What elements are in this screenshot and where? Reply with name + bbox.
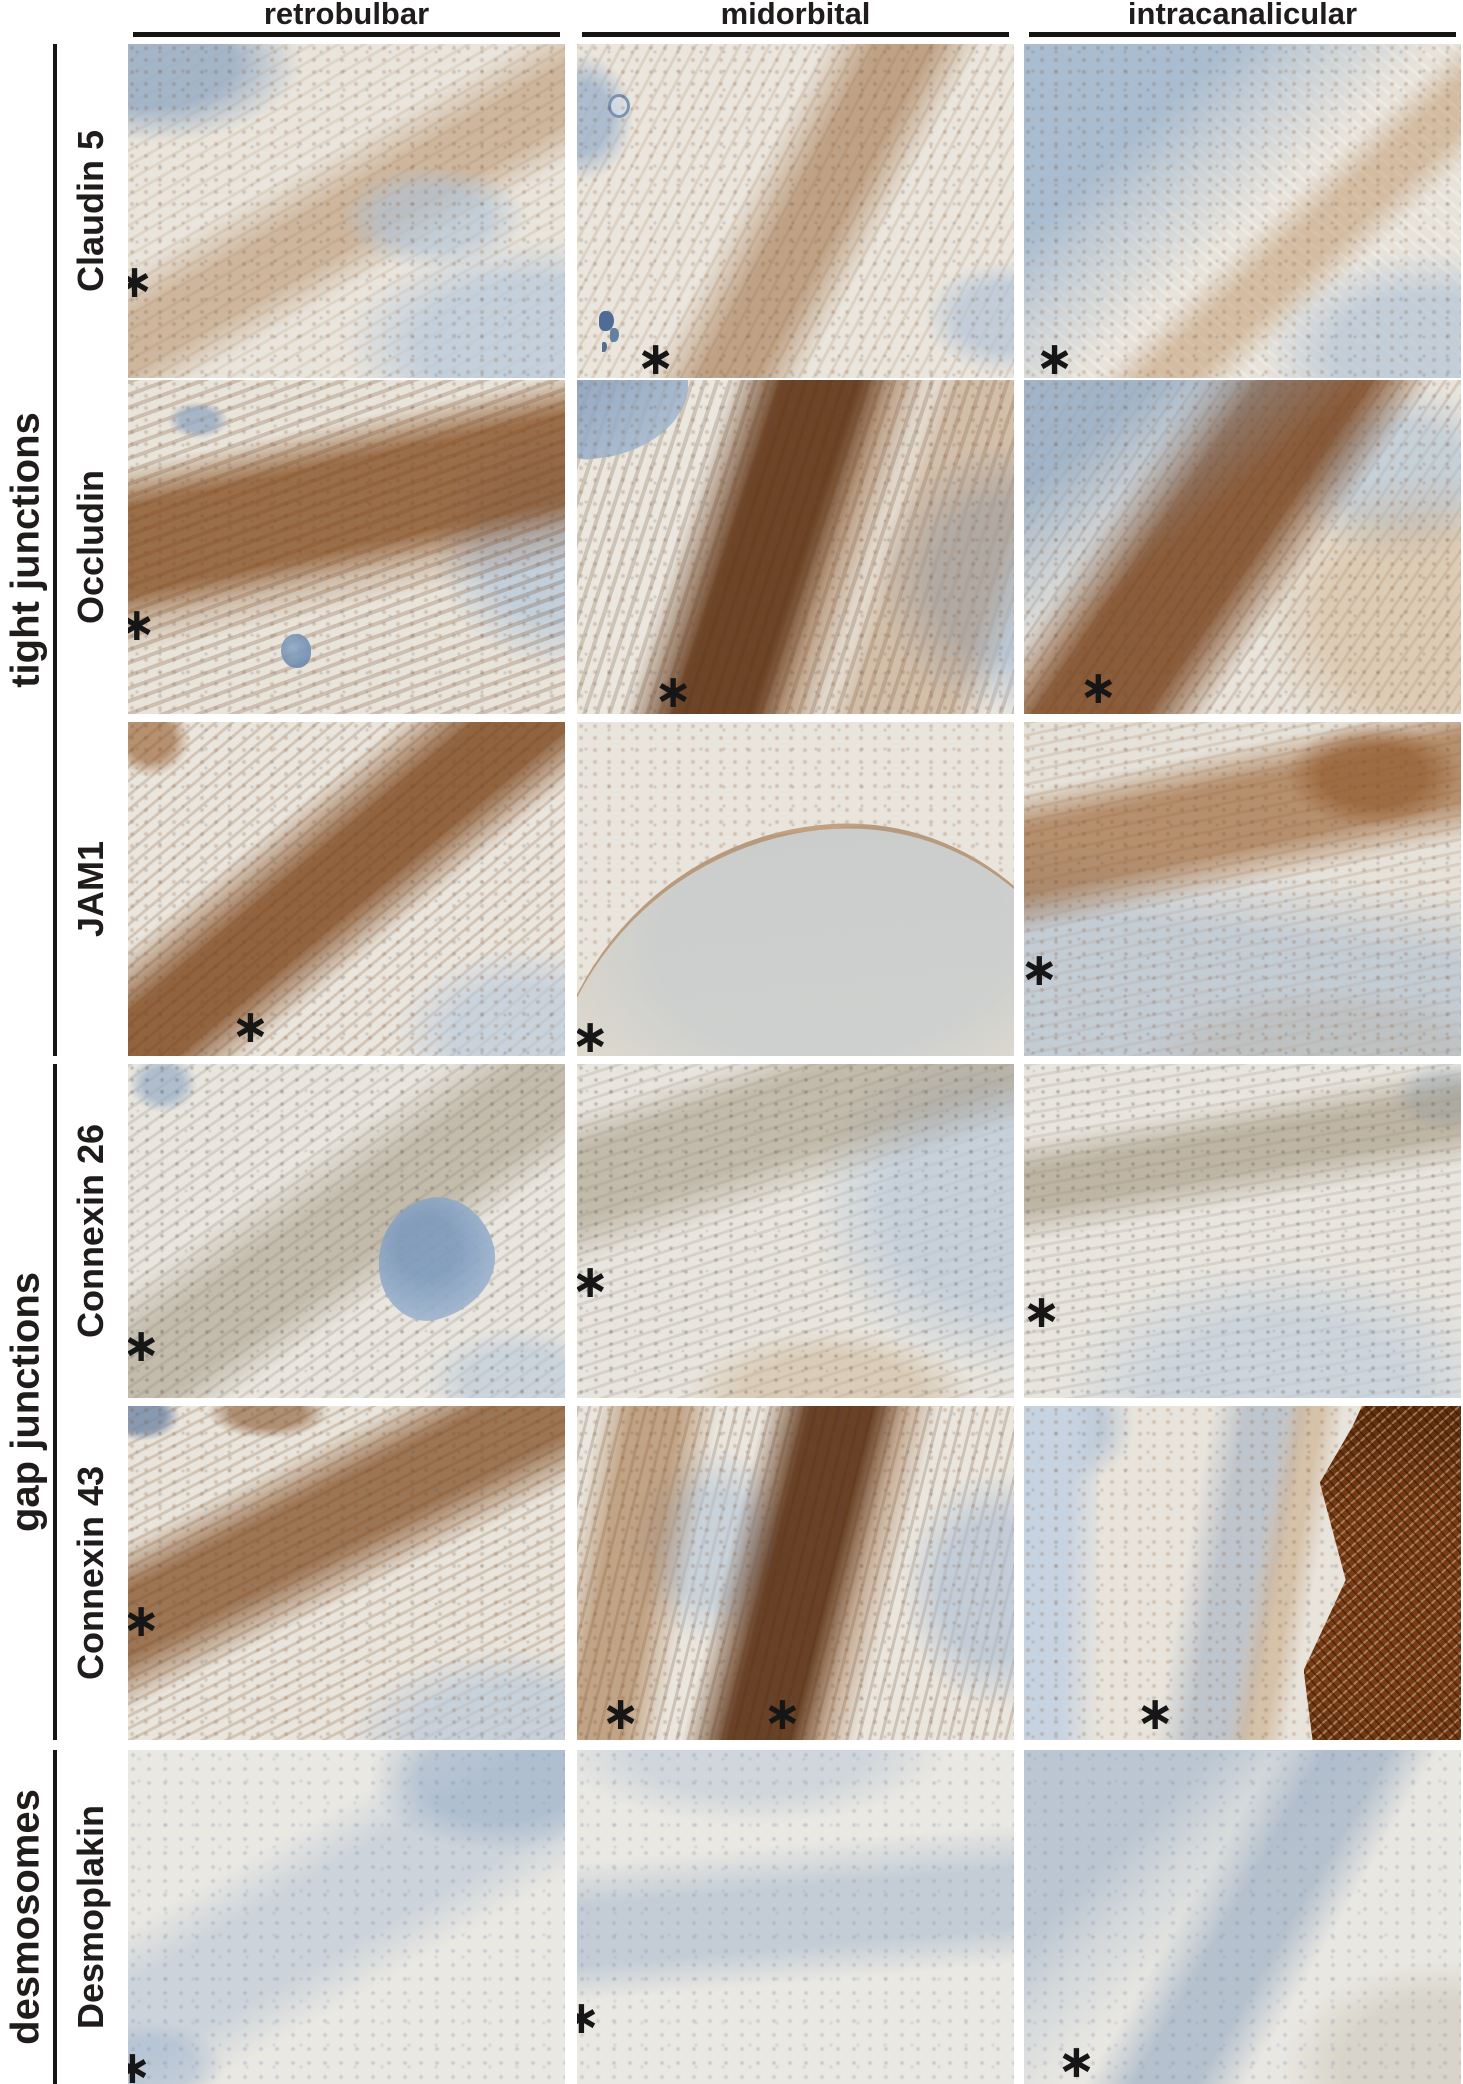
panel-jam1-retrobulbar: ∗ [128,722,565,1056]
panel-desmoplakin-retrobulbar: ∗ [128,1750,565,2084]
tissue-grain-texture [128,1406,565,1740]
row-label-desmoplakin: Desmoplakin [70,1804,111,2030]
tissue-grain-texture [577,722,1014,1056]
panel-jam1-intracanalicular: ∗ [1024,722,1461,1056]
panel-desmoplakin-midorbital: ∗ [577,1750,1014,2084]
group-bracket-gap-junctions [53,1064,57,1740]
panel-connexin26-midorbital: ∗ [577,1064,1014,1398]
column-underline-intracanalicular [1029,32,1456,37]
asterisk-marker: ∗ [1035,330,1074,378]
asterisk-marker: ∗ [1057,2033,1096,2084]
asterisk-marker: ∗ [128,1317,161,1372]
asterisk-marker: ∗ [577,1008,610,1056]
tissue-grain-texture [128,1750,565,2084]
asterisk-marker: ∗ [1079,660,1118,714]
panel-occludin-retrobulbar: ∗ [128,380,565,714]
column-underline-midorbital [582,32,1009,37]
tissue-grain-texture [577,1750,1014,2084]
group-label-tight-junctions: tight junctions [3,412,48,688]
asterisk-marker: ∗ [128,1592,161,1647]
tissue-grain-texture [1024,44,1461,378]
panel-jam1-midorbital: ∗ [577,722,1014,1056]
row-label-jam1: JAM1 [70,840,111,938]
tissue-grain-texture [577,1064,1014,1398]
group-label-desmosomes: desmosomes [3,1789,48,2045]
asterisk-marker: ∗ [1024,942,1059,997]
tissue-grain-texture [128,380,565,714]
row-label-connexin26: Connexin 26 [70,1123,111,1339]
tissue-grain-texture [1024,1064,1461,1398]
panel-connexin43-retrobulbar: ∗ [128,1406,565,1740]
panel-desmoplakin-intracanalicular: ∗ [1024,1750,1461,2084]
asterisk-marker: ∗ [128,2040,152,2084]
asterisk-marker: ∗ [653,663,693,714]
tissue-grain-texture [128,722,565,1056]
panel-claudin5-retrobulbar: ∗ [128,44,565,378]
panel-claudin5-midorbital: ∗ [577,44,1014,378]
panel-connexin43-intracanalicular: ∗ [1024,1406,1461,1740]
tissue-grain-texture [128,1064,565,1398]
tissue-grain-texture [577,44,1014,378]
panel-occludin-intracanalicular: ∗ [1024,380,1461,714]
asterisk-marker: ∗ [577,1254,610,1309]
group-bracket-tight-junctions [53,44,57,1056]
panel-connexin26-retrobulbar: ∗ [128,1064,565,1398]
column-header-midorbital: midorbital [720,0,871,31]
tissue-grain-texture [1024,722,1461,1056]
asterisk-marker: ∗ [128,596,157,651]
asterisk-marker: ∗ [1024,1284,1061,1339]
tissue-grain-texture [1024,1406,1461,1740]
asterisk-marker: ∗ [763,1686,802,1740]
column-header-retrobulbar: retrobulbar [263,0,430,31]
row-label-connexin43: Connexin 43 [70,1465,111,1681]
asterisk-marker: ∗ [128,254,154,309]
group-label-gap-junctions: gap junctions [3,1272,48,1532]
row-label-claudin5: Claudin 5 [70,129,111,293]
asterisk-marker: ∗ [636,330,675,378]
tissue-grain-texture [577,380,1014,714]
asterisk-marker: ∗ [577,1990,601,2045]
panel-connexin26-intracanalicular: ∗ [1024,1064,1461,1398]
row-label-occludin: Occludin [70,469,111,625]
asterisk-marker: ∗ [1135,1686,1175,1740]
column-underline-retrobulbar [133,32,560,37]
panel-connexin43-midorbital: ∗ ∗ [577,1406,1014,1740]
group-bracket-desmosomes [53,1750,57,2084]
panel-claudin5-intracanalicular: ∗ [1024,44,1461,378]
panel-occludin-midorbital: ∗ [577,380,1014,714]
asterisk-marker: ∗ [601,1686,640,1740]
asterisk-marker: ∗ [231,998,270,1053]
tissue-grain-texture [128,44,565,378]
column-header-intracanalicular: intracanalicular [1127,0,1358,31]
